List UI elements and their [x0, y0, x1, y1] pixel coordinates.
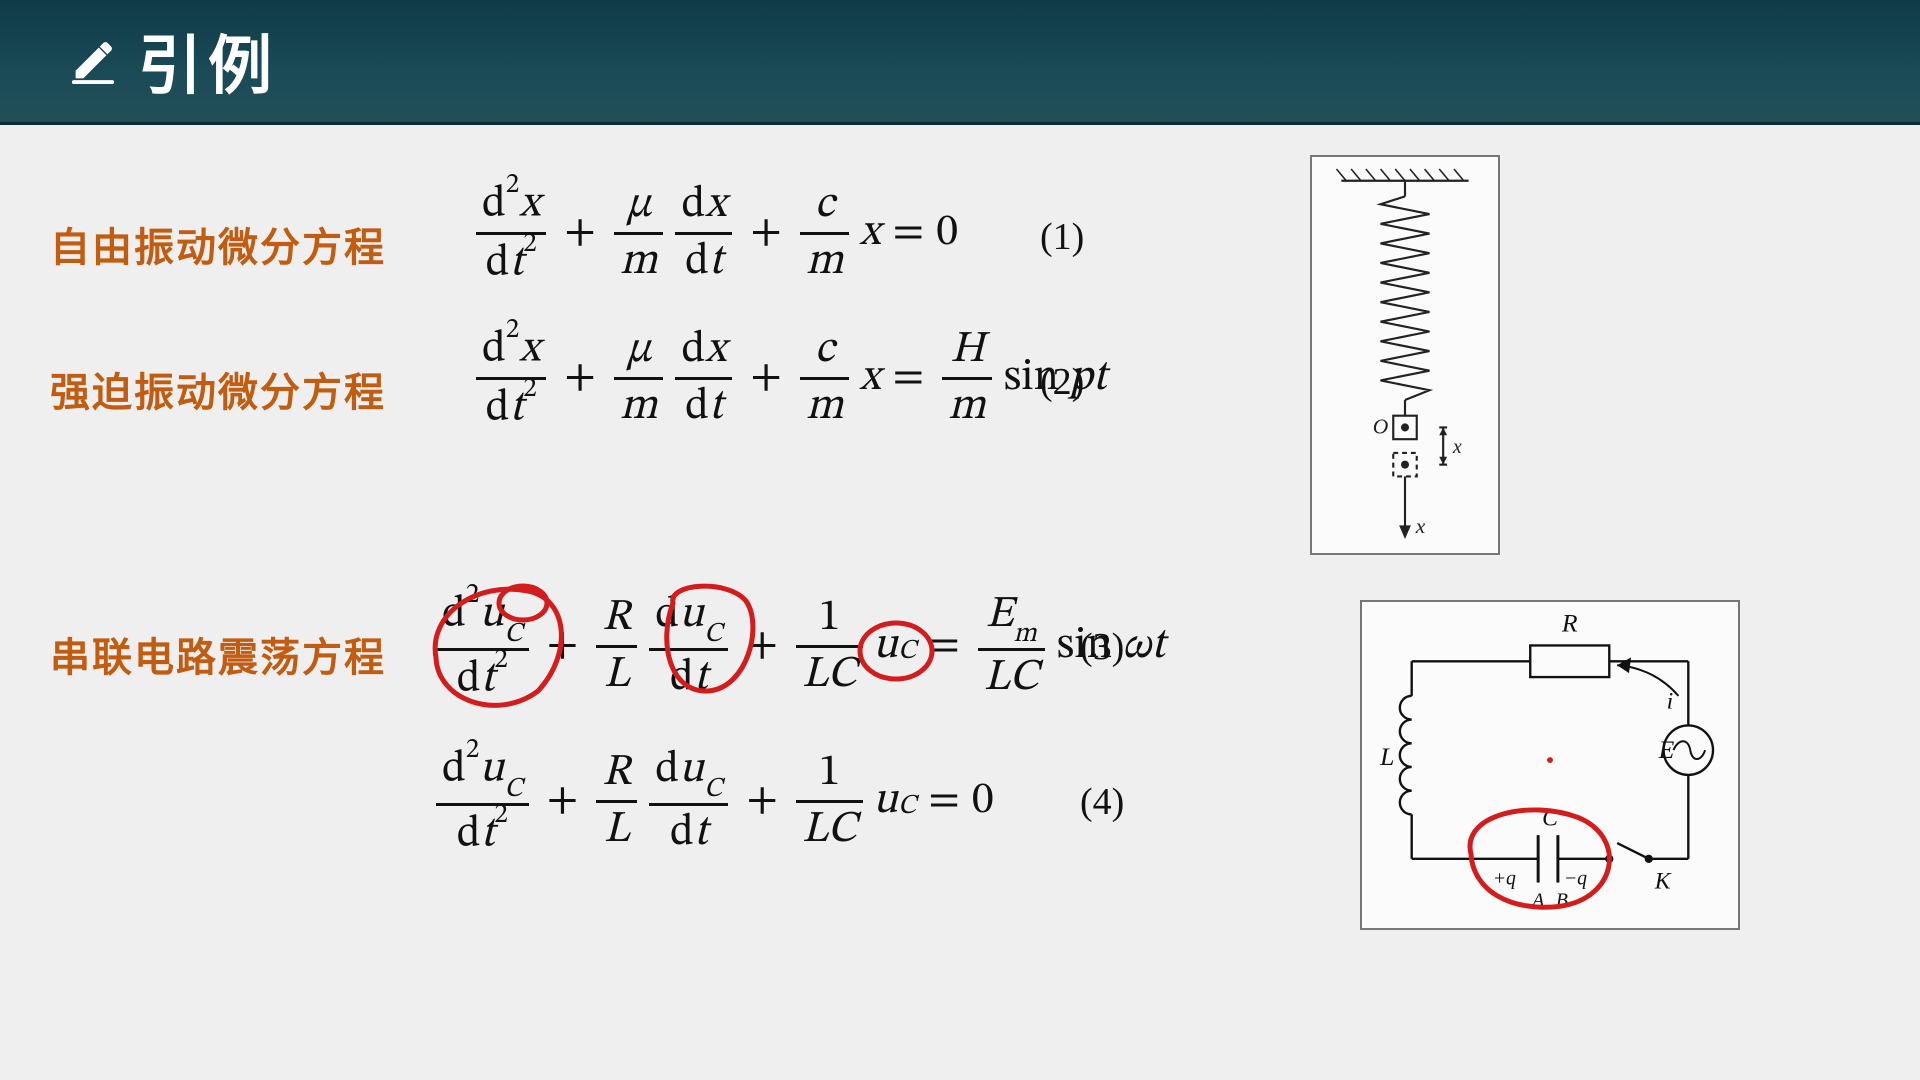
svg-text:x: x: [1452, 437, 1462, 458]
label-forced-vibration: 强迫振动微分方程: [50, 360, 386, 418]
svg-text:+q: +q: [1493, 868, 1516, 890]
slide-body: 自由振动微分方程 强迫振动微分方程 串联电路震荡方程 d2xdt2 + μm d…: [0, 125, 1920, 1080]
svg-text:E: E: [1658, 735, 1675, 764]
figure-spring: O x x: [1310, 155, 1500, 555]
svg-text:R: R: [1561, 609, 1578, 638]
equation-number-2: (2): [1040, 360, 1084, 404]
equation-number-3: (3): [1080, 625, 1124, 669]
label-free-vibration: 自由振动微分方程: [50, 215, 386, 273]
svg-text:−q: −q: [1564, 868, 1587, 890]
equation-3: d2uCdt2 + RL duCdt + 1LC uC = EmLC sin ω…: [430, 590, 1165, 703]
stage: 引例 自由振动微分方程 强迫振动微分方程 串联电路震荡方程 d2xdt2 + μ…: [0, 0, 1920, 1080]
svg-text:K: K: [1654, 868, 1672, 894]
page-title: 引例: [138, 15, 278, 107]
label-rlc-circuit: 串联电路震荡方程: [50, 625, 386, 683]
figure-circuit: R E i: [1360, 600, 1740, 930]
pencil-edit-icon: [70, 38, 116, 84]
equation-1: d2xdt2 + μm dxdt + cm x = 0: [470, 180, 958, 287]
equation-number-4: (4): [1080, 780, 1124, 824]
spring-diagram: O x x: [1312, 157, 1498, 553]
equation-4: d2uCdt2 + RL duCdt + 1LC uC = 0: [430, 745, 994, 858]
svg-text:L: L: [1379, 742, 1394, 771]
circuit-diagram: R E i: [1362, 602, 1738, 928]
title-bar: 引例: [0, 0, 1920, 125]
equation-number-1: (1): [1040, 215, 1084, 259]
slide: 引例 自由振动微分方程 强迫振动微分方程 串联电路震荡方程 d2xdt2 + μ…: [0, 0, 1920, 1080]
svg-text:O: O: [1373, 414, 1389, 438]
svg-text:i: i: [1667, 689, 1674, 715]
svg-text:x: x: [1415, 514, 1426, 538]
equation-2: d2xdt2 + μm dxdt + cm x = Hm sin pt: [470, 325, 1107, 432]
